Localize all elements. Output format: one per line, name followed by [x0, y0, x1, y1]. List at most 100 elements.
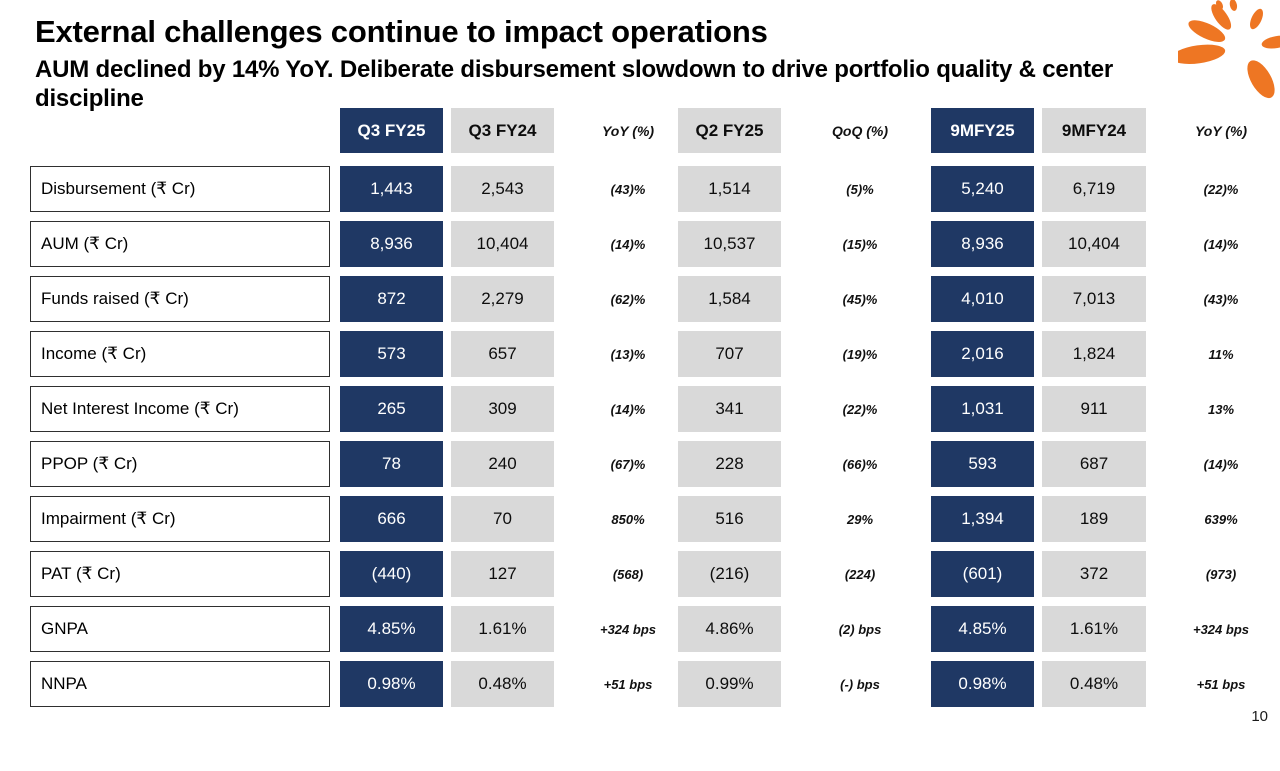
cell-q3fy24: 70 — [451, 496, 554, 542]
cell-q3fy24: 10,404 — [451, 221, 554, 267]
col-header-qoq: QoQ (%) — [832, 122, 888, 139]
cell-9mfy25: 4,010 — [931, 276, 1034, 322]
cell-9mfy24: 10,404 — [1042, 221, 1146, 267]
cell-q2fy25: 0.99% — [678, 661, 781, 707]
cell-yoy-9m: +51 bps — [1196, 676, 1246, 692]
cell-9mfy24: 0.48% — [1042, 661, 1146, 707]
company-spark-logo-icon — [1178, 0, 1280, 99]
cell-q3fy24: 2,543 — [451, 166, 554, 212]
cell-9mfy24: 6,719 — [1042, 166, 1146, 212]
cell-qoq: (224) — [844, 566, 876, 582]
cell-q3fy24: 127 — [451, 551, 554, 597]
cell-9mfy24: 372 — [1042, 551, 1146, 597]
cell-9mfy24: 7,013 — [1042, 276, 1146, 322]
cell-9mfy25: 4.85% — [931, 606, 1034, 652]
row-label: Net Interest Income (₹ Cr) — [30, 386, 330, 432]
row-label: GNPA — [30, 606, 330, 652]
cell-q2fy25: 707 — [678, 331, 781, 377]
cell-yoy-9m: +324 bps — [1192, 621, 1249, 637]
col-header-q3fy25: Q3 FY25 — [340, 108, 443, 153]
cell-qoq: (45)% — [842, 291, 878, 307]
cell-yoy-9m: (43)% — [1203, 291, 1239, 307]
row-label: Income (₹ Cr) — [30, 331, 330, 377]
cell-yoy: (62)% — [610, 291, 646, 307]
cell-q2fy25: 228 — [678, 441, 781, 487]
cell-q2fy25: 1,584 — [678, 276, 781, 322]
header-spacer — [30, 108, 330, 153]
cell-qoq: (-) bps — [840, 676, 880, 692]
cell-yoy: (14)% — [610, 236, 646, 252]
cell-9mfy24: 687 — [1042, 441, 1146, 487]
table-row-funds-raised: Funds raised (₹ Cr) 872 2,279 (62)% 1,58… — [30, 276, 1280, 322]
cell-qoq: 29% — [846, 511, 874, 527]
col-header-q3fy24: Q3 FY24 — [451, 108, 554, 153]
cell-yoy: 850% — [611, 511, 645, 527]
row-label: Impairment (₹ Cr) — [30, 496, 330, 542]
table-row-nnpa: NNPA 0.98% 0.48% +51 bps 0.99% (-) bps 0… — [30, 661, 1280, 707]
cell-yoy: (568) — [612, 566, 644, 582]
row-label: PAT (₹ Cr) — [30, 551, 330, 597]
row-label: Funds raised (₹ Cr) — [30, 276, 330, 322]
table-header-row: Q3 FY25 Q3 FY24 YoY (%) Q2 FY25 QoQ (%) … — [30, 108, 1280, 153]
results-table: Q3 FY25 Q3 FY24 YoY (%) Q2 FY25 QoQ (%) … — [30, 108, 1280, 716]
table-row-pat: PAT (₹ Cr) (440) 127 (568) (216) (224) (… — [30, 551, 1280, 597]
cell-yoy: (43)% — [610, 181, 646, 197]
col-header-9mfy24: 9MFY24 — [1042, 108, 1146, 153]
cell-9mfy24: 911 — [1042, 386, 1146, 432]
cell-yoy: +324 bps — [599, 621, 656, 637]
cell-qoq: (2) bps — [838, 621, 882, 637]
col-header-q2fy25: Q2 FY25 — [678, 108, 781, 153]
cell-q3fy24: 1.61% — [451, 606, 554, 652]
cell-qoq: (19)% — [842, 346, 878, 362]
table-row-ppop: PPOP (₹ Cr) 78 240 (67)% 228 (66)% 593 6… — [30, 441, 1280, 487]
cell-qoq: (66)% — [842, 456, 878, 472]
cell-yoy: (14)% — [610, 401, 646, 417]
cell-9mfy24: 1,824 — [1042, 331, 1146, 377]
col-header-9mfy25: 9MFY25 — [931, 108, 1034, 153]
cell-9mfy24: 1.61% — [1042, 606, 1146, 652]
cell-q2fy25: 341 — [678, 386, 781, 432]
cell-q3fy24: 240 — [451, 441, 554, 487]
cell-yoy-9m: (14)% — [1203, 236, 1239, 252]
cell-yoy-9m: (22)% — [1203, 181, 1239, 197]
col-header-yoy-9m: YoY (%) — [1194, 122, 1248, 139]
cell-qoq: (22)% — [842, 401, 878, 417]
page-subtitle: AUM declined by 14% YoY. Deliberate disb… — [35, 56, 1114, 112]
cell-yoy: +51 bps — [603, 676, 653, 692]
table-row-aum: AUM (₹ Cr) 8,936 10,404 (14)% 10,537 (15… — [30, 221, 1280, 267]
cell-yoy: (13)% — [610, 346, 646, 362]
cell-q3fy25: 78 — [340, 441, 443, 487]
cell-yoy: (67)% — [610, 456, 646, 472]
cell-9mfy25: 1,031 — [931, 386, 1034, 432]
cell-q3fy24: 309 — [451, 386, 554, 432]
cell-q3fy25: 0.98% — [340, 661, 443, 707]
cell-q2fy25: 10,537 — [678, 221, 781, 267]
table-row-income: Income (₹ Cr) 573 657 (13)% 707 (19)% 2,… — [30, 331, 1280, 377]
cell-q3fy24: 0.48% — [451, 661, 554, 707]
cell-yoy-9m: (14)% — [1203, 456, 1239, 472]
cell-9mfy25: 0.98% — [931, 661, 1034, 707]
cell-q3fy25: 265 — [340, 386, 443, 432]
row-label: PPOP (₹ Cr) — [30, 441, 330, 487]
cell-q3fy24: 2,279 — [451, 276, 554, 322]
col-header-yoy: YoY (%) — [601, 122, 655, 139]
cell-q3fy25: 872 — [340, 276, 443, 322]
cell-9mfy25: 593 — [931, 441, 1034, 487]
cell-yoy-9m: (973) — [1205, 566, 1237, 582]
cell-9mfy25: 2,016 — [931, 331, 1034, 377]
cell-9mfy25: 5,240 — [931, 166, 1034, 212]
cell-q3fy24: 657 — [451, 331, 554, 377]
row-label: NNPA — [30, 661, 330, 707]
page-number: 10 — [1251, 708, 1268, 725]
cell-q3fy25: 8,936 — [340, 221, 443, 267]
cell-yoy-9m: 13% — [1207, 401, 1235, 417]
row-label: AUM (₹ Cr) — [30, 221, 330, 267]
cell-qoq: (5)% — [846, 181, 874, 197]
cell-yoy-9m: 11% — [1208, 346, 1234, 362]
table-row-gnpa: GNPA 4.85% 1.61% +324 bps 4.86% (2) bps … — [30, 606, 1280, 652]
cell-q3fy25: 1,443 — [340, 166, 443, 212]
cell-q3fy25: 4.85% — [340, 606, 443, 652]
cell-q3fy25: (440) — [340, 551, 443, 597]
cell-qoq: (15)% — [842, 236, 878, 252]
table-row-disbursement: Disbursement (₹ Cr) 1,443 2,543 (43)% 1,… — [30, 166, 1280, 212]
